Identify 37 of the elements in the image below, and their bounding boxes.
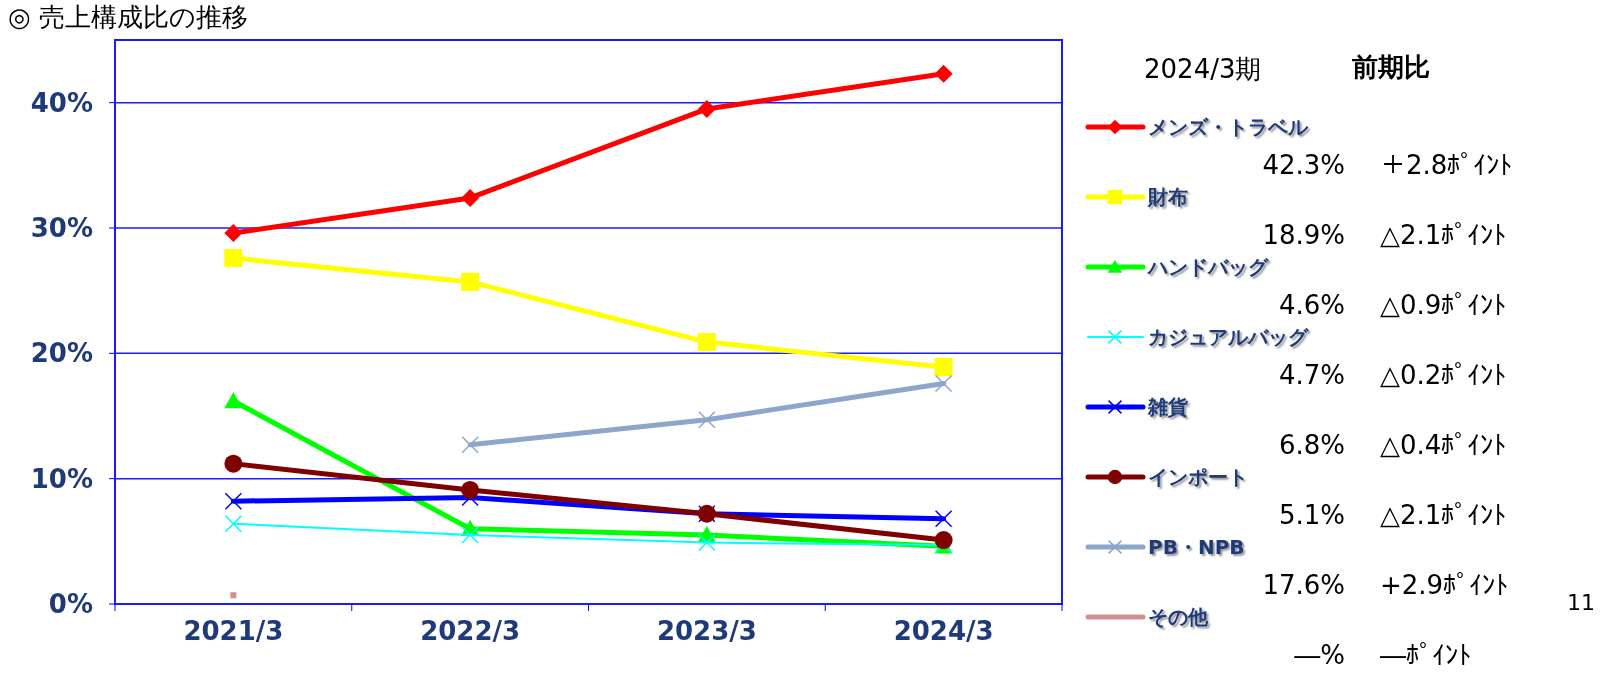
text: +2.9ﾎﾟｲﾝﾄ: [1380, 570, 1509, 601]
text: 17.6%: [1262, 570, 1345, 601]
y-tick-label: 10%: [30, 463, 93, 494]
legend-label: メンズ・トラベル: [1148, 115, 1309, 139]
text: ＋2.8ﾎﾟｲﾝﾄ: [1380, 150, 1513, 181]
legend-label: その他: [1148, 605, 1209, 629]
text: △0.9ﾎﾟｲﾝﾄ: [1380, 290, 1507, 321]
legend-label: 雑貨: [1147, 395, 1188, 419]
chart-title: ◎ 売上構成比の推移: [8, 2, 248, 32]
x-tick-label: 2023/3: [656, 616, 757, 646]
x-tick-label: 2024/3: [893, 616, 994, 646]
text: 6.8%: [1278, 430, 1345, 461]
legend-label: インポート: [1148, 465, 1248, 489]
text: 4.6%: [1278, 290, 1345, 321]
legend-label: ハンドバッグ: [1146, 255, 1269, 279]
text: 4.7%: [1278, 360, 1345, 391]
text: 18.9%: [1262, 220, 1345, 251]
y-tick-label: 20%: [30, 338, 93, 369]
legend-label: カジュアルバッグ: [1148, 325, 1309, 349]
text: ―ﾎﾟｲﾝﾄ: [1380, 640, 1471, 671]
text: 2024/3期: [1144, 54, 1262, 84]
legend-label: PB・NPB: [1148, 535, 1245, 559]
text: △0.2ﾎﾟｲﾝﾄ: [1380, 360, 1507, 391]
x-tick-label: 2022/3: [420, 616, 521, 646]
text: 42.3%: [1262, 150, 1345, 181]
text: 前期比: [1351, 52, 1430, 82]
text: △2.1ﾎﾟｲﾝﾄ: [1380, 500, 1507, 531]
y-tick-label: 0%: [48, 589, 93, 620]
legend-label: 財布: [1147, 185, 1188, 209]
text: 11: [1567, 590, 1595, 615]
text: △2.1ﾎﾟｲﾝﾄ: [1380, 220, 1507, 251]
y-tick-label: 40%: [30, 87, 93, 118]
text: △0.4ﾎﾟｲﾝﾄ: [1380, 430, 1507, 461]
text: 5.1%: [1278, 500, 1345, 531]
y-tick-label: 30%: [30, 213, 93, 244]
x-tick-label: 2021/3: [183, 616, 284, 646]
text: ―%: [1294, 640, 1345, 671]
